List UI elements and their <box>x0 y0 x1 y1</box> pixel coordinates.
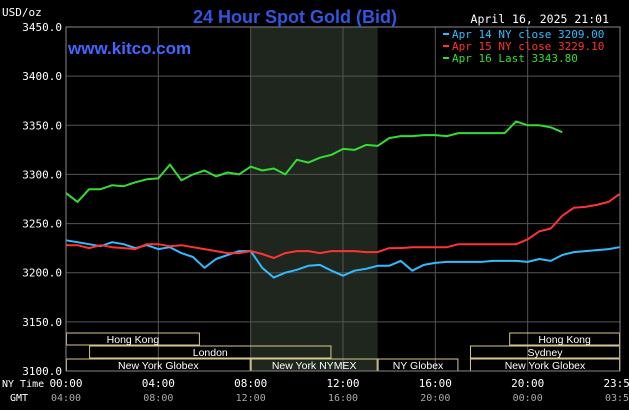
legend-entry: Apr 16 Last 3343.80 <box>443 52 578 65</box>
x-tick-label-ny: 23:59 <box>603 377 629 390</box>
x-tick-label-ny: 04:00 <box>142 377 175 390</box>
legend-label: Apr 15 NY close 3229.10 <box>452 40 604 53</box>
y-tick-label: 3300.0 <box>22 168 62 181</box>
price-series <box>65 120 621 279</box>
session-label: London <box>193 347 228 359</box>
legend: Apr 14 NY close 3209.00 Apr 15 NY close … <box>443 28 604 65</box>
y-tick-label: 3200.0 <box>22 267 62 280</box>
series-line <box>65 120 563 203</box>
website-label: www.kitco.com <box>67 39 191 58</box>
nymex-session-shade <box>250 27 378 371</box>
legend-entry: Apr 15 NY close 3229.10 <box>443 40 604 53</box>
x-axis-ticks: 00:00 04:00 04:00 08:00 08:00 12:00 12:00 16:00… <box>49 377 629 404</box>
x-tick-label-gmt: 08:00 <box>143 393 173 404</box>
y-tick-label: 3400.0 <box>22 70 62 83</box>
y-tick-label: 3250.0 <box>22 218 62 231</box>
x-tick-label-ny: 00:00 <box>49 377 82 390</box>
ny-time-label: NY Time <box>2 379 44 390</box>
session-box-frame <box>89 345 332 359</box>
gmt-label: GMT <box>10 393 28 404</box>
y-axis-ticks: 3450.0 3400.0 3350.0 3300.0 3250.0 3200.0 3150… <box>22 21 62 378</box>
session-label: New York Globex <box>118 360 199 372</box>
session-box: London <box>89 345 332 359</box>
session-label: New York NYMEX <box>272 360 357 372</box>
unit-label: USD/oz <box>2 6 42 19</box>
x-tick-label-ny: 20:00 <box>511 377 544 390</box>
plot-border <box>65 26 621 372</box>
session-label: Sydney <box>527 347 563 359</box>
x-tick-label-gmt: 16:00 <box>328 393 358 404</box>
date-label: April 16, 2025 21:01 <box>471 12 610 26</box>
x-tick-label-gmt: 00:00 <box>513 393 543 404</box>
x-tick-label-gmt: 04:00 <box>51 393 81 404</box>
session-label: NY Globex <box>393 360 444 372</box>
x-tick-label-gmt: 12:00 <box>236 393 266 404</box>
y-tick-label: 3450.0 <box>22 21 62 34</box>
x-tick-label-ny: 16:00 <box>419 377 452 390</box>
y-tick-label: 3100.0 <box>22 365 62 378</box>
legend-label: Apr 14 NY close 3209.00 <box>452 28 604 41</box>
legend-entry: Apr 14 NY close 3209.00 <box>443 28 604 41</box>
series-line <box>66 193 621 259</box>
x-tick-label-ny: 08:00 <box>234 377 267 390</box>
y-tick-label: 3150.0 <box>22 316 62 329</box>
chart-title: 24 Hour Spot Gold (Bid) <box>193 7 397 27</box>
x-tick-label-ny: 12:00 <box>326 377 359 390</box>
session-label: Hong Kong <box>538 334 591 346</box>
legend-label: Apr 16 Last 3343.80 <box>452 52 578 65</box>
y-tick-label: 3350.0 <box>22 119 62 132</box>
session-label: New York Globex <box>505 360 586 372</box>
session-label: Hong Kong <box>107 334 160 346</box>
x-tick-label-gmt: 03:59 <box>605 393 629 404</box>
series-line <box>65 239 620 279</box>
x-tick-label-gmt: 20:00 <box>420 393 450 404</box>
